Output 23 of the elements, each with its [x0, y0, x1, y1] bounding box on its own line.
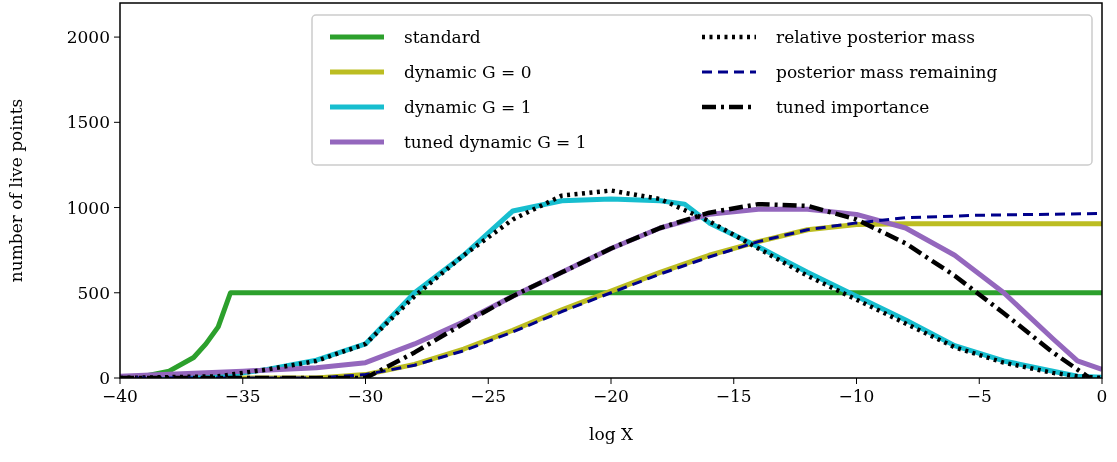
legend-label: tuned importance [776, 97, 930, 117]
y-tick-label: 0 [99, 368, 110, 388]
legend-label: posterior mass remaining [776, 62, 998, 82]
legend-label: dynamic G = 0 [404, 62, 532, 82]
y-tick-label: 1500 [66, 112, 110, 133]
y-tick-label: 500 [77, 282, 110, 303]
x-tick-label: −15 [715, 386, 752, 406]
x-tick-label: −35 [224, 386, 261, 406]
x-tick-label: −30 [347, 386, 384, 406]
x-tick-label: −20 [593, 386, 629, 406]
legend-label: dynamic G = 1 [404, 97, 532, 117]
x-tick-label: −10 [838, 386, 875, 406]
x-tick-label: −5 [966, 386, 992, 406]
legend-label: tuned dynamic G = 1 [404, 132, 587, 152]
x-tick-label: −40 [102, 386, 138, 406]
legend-label: standard [404, 27, 481, 47]
y-tick-label: 1000 [66, 197, 110, 218]
x-tick-label: 0 [1096, 386, 1108, 406]
legend-label: relative posterior mass [776, 27, 975, 47]
x-axis-title: log X [588, 424, 634, 444]
x-tick-label: −25 [470, 386, 507, 406]
y-tick-label: 2000 [66, 27, 110, 48]
y-axis-title: number of live points [6, 98, 26, 283]
